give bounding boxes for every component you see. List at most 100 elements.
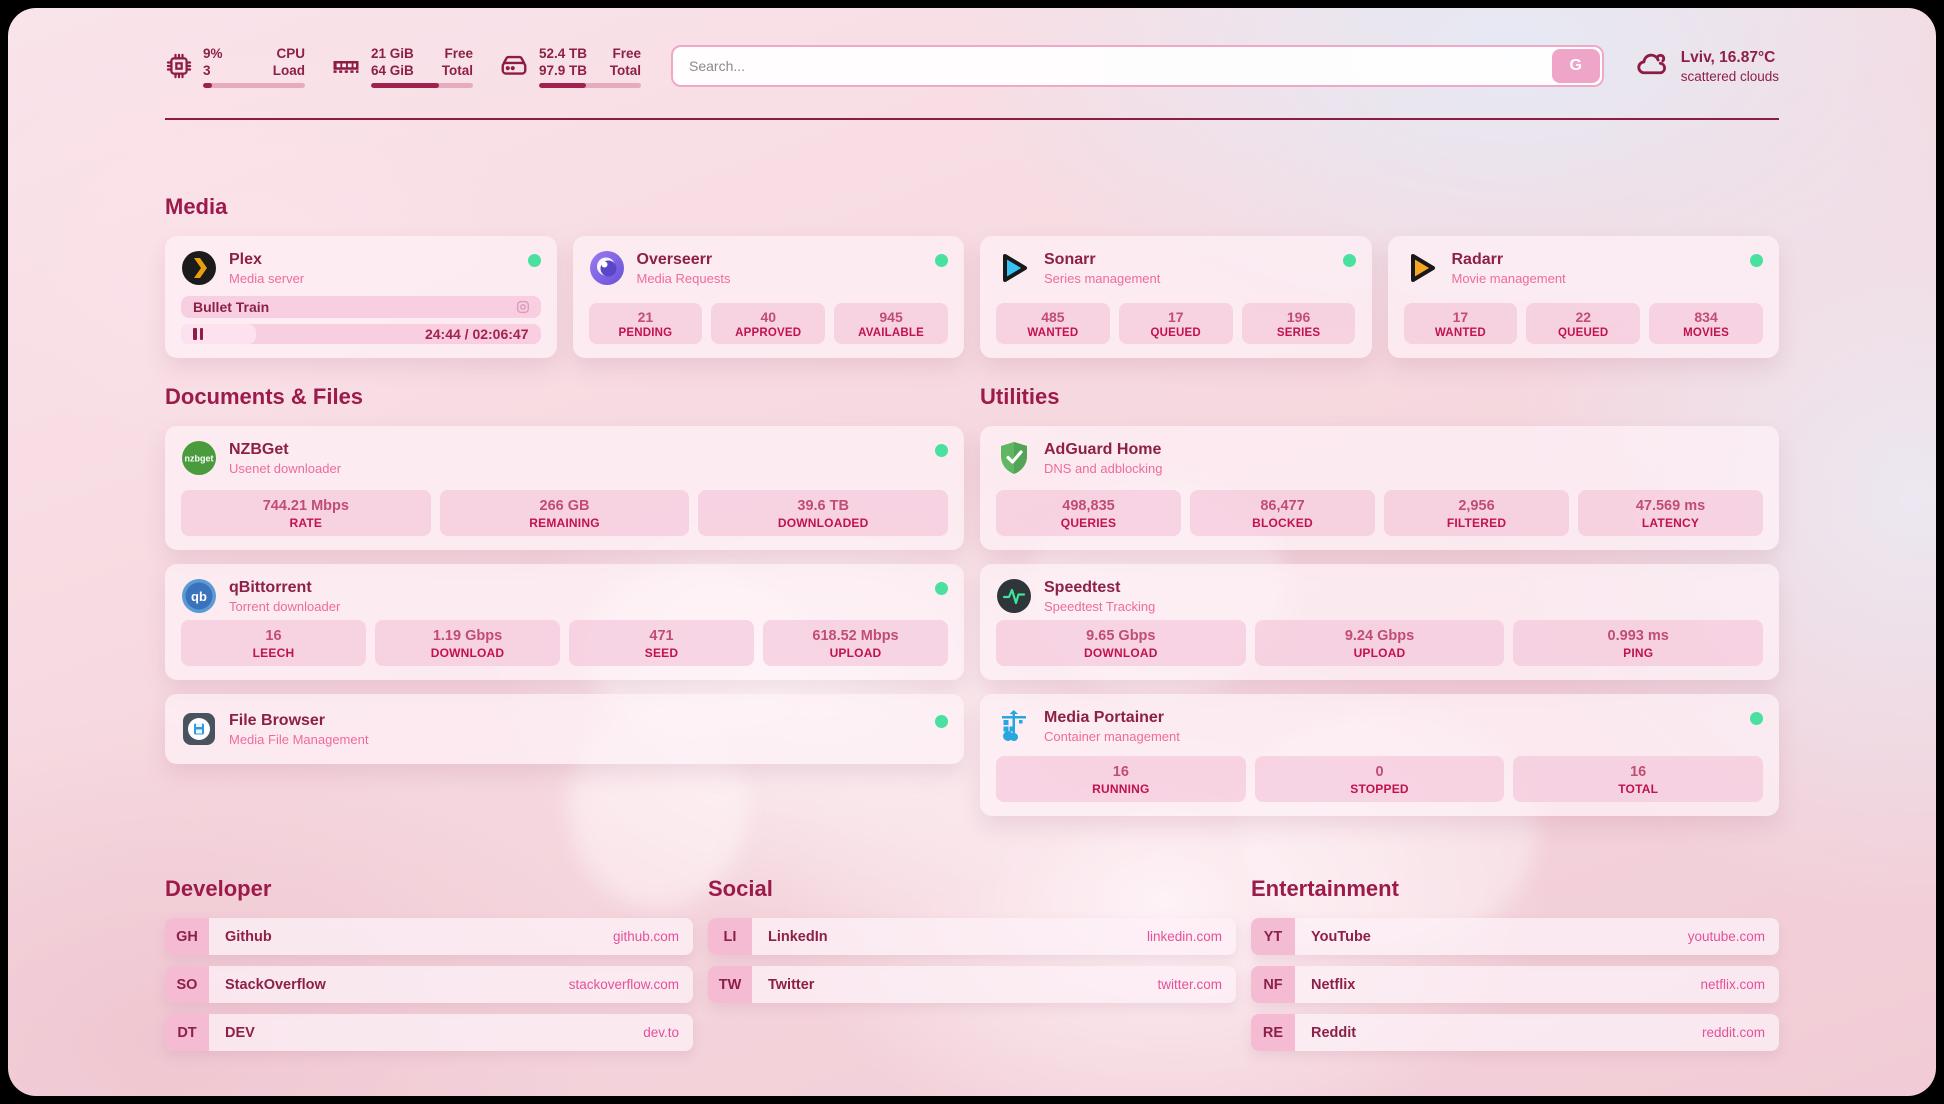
nzbget-icon: nzbget bbox=[182, 441, 216, 475]
link-name: DEV bbox=[225, 1024, 255, 1041]
session-camera-icon bbox=[516, 300, 529, 313]
cpu-stat: 9% CPU 3 Load bbox=[165, 45, 305, 88]
status-dot bbox=[1750, 712, 1763, 725]
section-title-entertainment: Entertainment bbox=[1251, 876, 1399, 901]
stat-pill: 0.993 ms PING bbox=[1513, 620, 1764, 666]
app-card-adguard[interactable]: AdGuard Home DNS and adblocking 498,835 Q… bbox=[980, 426, 1779, 550]
link-name: Twitter bbox=[768, 976, 815, 993]
link-reddit[interactable]: RE Reddit reddit.com bbox=[1251, 1014, 1779, 1051]
stat-pill: 2,956 FILTERED bbox=[1384, 490, 1569, 536]
section-title-developer: Developer bbox=[165, 876, 272, 901]
link-linkedin[interactable]: LI LinkedIn linkedin.com bbox=[708, 918, 1236, 955]
cpu-usage-label: CPU bbox=[276, 45, 305, 61]
storage-stat: 52.4 TB Free 97.9 TB Total bbox=[499, 45, 641, 88]
link-badge: TW bbox=[708, 966, 752, 1003]
app-card-plex[interactable]: Plex Media server Bullet Train bbox=[165, 236, 557, 358]
disk-free-value: 52.4 TB bbox=[539, 45, 588, 61]
link-twitter[interactable]: TW Twitter twitter.com bbox=[708, 966, 1236, 1003]
search-input[interactable] bbox=[671, 45, 1604, 87]
plex-progress-bar: 24:44 / 02:06:47 bbox=[181, 323, 541, 344]
app-name: NZBGet bbox=[229, 441, 289, 458]
link-name: LinkedIn bbox=[768, 928, 828, 945]
status-dot bbox=[935, 254, 948, 267]
link-dev[interactable]: DT DEV dev.to bbox=[165, 1014, 693, 1051]
link-youtube[interactable]: YT YouTube youtube.com bbox=[1251, 918, 1779, 955]
portainer-icon bbox=[1002, 710, 1026, 741]
app-subtitle: Media File Management bbox=[229, 732, 369, 747]
cloud-icon bbox=[1637, 53, 1666, 75]
weather-condition: scattered clouds bbox=[1680, 68, 1779, 84]
link-stackoverflow[interactable]: SO StackOverflow stackoverflow.com bbox=[165, 966, 693, 1003]
stat-pill: 39.6 TB DOWNLOADED bbox=[698, 490, 949, 536]
app-card-qbittorrent[interactable]: qb qBittorrent Torrent downloader 16 LEEC… bbox=[165, 564, 964, 680]
app-subtitle: Media Requests bbox=[636, 271, 731, 286]
stat-pill: 1.19 Gbps DOWNLOAD bbox=[375, 620, 560, 666]
cpu-progress-bar bbox=[203, 82, 305, 88]
ram-free-value: 21 GiB bbox=[371, 45, 414, 61]
status-dot bbox=[935, 582, 948, 595]
cpu-icon bbox=[166, 53, 192, 79]
stat-pill: 17 WANTED bbox=[1403, 303, 1518, 344]
ram-progress-bar bbox=[371, 82, 473, 88]
stat-pill: 498,835 QUERIES bbox=[996, 490, 1181, 536]
search-bar: G bbox=[671, 45, 1604, 87]
link-badge: SO bbox=[165, 966, 209, 1003]
now-playing-title: Bullet Train bbox=[193, 298, 270, 315]
cpu-usage-value: 9% bbox=[203, 45, 223, 61]
section-title-documents: Documents & Files bbox=[165, 384, 364, 409]
stat-pill: 744.21 Mbps RATE bbox=[181, 490, 431, 536]
stat-pill: 21 PENDING bbox=[588, 303, 703, 344]
link-badge: NF bbox=[1251, 966, 1295, 1003]
link-netflix[interactable]: NF Netflix netflix.com bbox=[1251, 966, 1779, 1003]
app-card-radarr[interactable]: Radarr Movie management 17 WANTED 22 QUEUE… bbox=[1387, 236, 1779, 358]
status-dot bbox=[1342, 254, 1356, 267]
link-name: StackOverflow bbox=[225, 976, 326, 993]
app-card-overseerr[interactable]: Overseerr Media Requests 21 PENDING 40 APP… bbox=[572, 236, 964, 358]
overseerr-icon bbox=[589, 251, 624, 285]
disk-icon bbox=[501, 55, 527, 75]
search-engine-button[interactable]: G bbox=[1551, 49, 1600, 83]
app-card-sonarr[interactable]: Sonarr Series management 485 WANTED 17 QUE… bbox=[980, 236, 1372, 358]
app-card-portainer[interactable]: Media Portainer Container management 16 R… bbox=[980, 694, 1779, 816]
stat-pill: 471 SEED bbox=[569, 620, 754, 666]
app-card-speedtest[interactable]: Speedtest Speedtest Tracking 9.65 Gbps DO… bbox=[980, 564, 1779, 680]
weather-widget: Lviv, 16.87°C scattered clouds bbox=[1634, 48, 1779, 84]
qbittorrent-icon: qb bbox=[182, 579, 216, 613]
app-subtitle: Movie management bbox=[1451, 271, 1566, 286]
filebrowser-icon bbox=[183, 713, 215, 745]
app-card-nzbget[interactable]: nzbget NZBGet Usenet downloader 744.21 M… bbox=[165, 426, 964, 550]
plex-icon bbox=[182, 251, 216, 285]
speedtest-icon bbox=[997, 579, 1031, 613]
app-name: Radarr bbox=[1451, 251, 1504, 268]
header-divider bbox=[165, 118, 1779, 120]
link-badge: DT bbox=[165, 1014, 209, 1051]
dashboard-page: 9% CPU 3 Load 21 GiB Free 64 GiB Total bbox=[8, 8, 1936, 1096]
pause-icon[interactable] bbox=[193, 327, 203, 340]
ram-icon bbox=[333, 61, 359, 73]
stat-pill: 945 AVAILABLE bbox=[834, 303, 948, 344]
app-subtitle: Torrent downloader bbox=[229, 599, 341, 614]
status-dot bbox=[527, 254, 541, 267]
app-subtitle: Speedtest Tracking bbox=[1044, 599, 1156, 614]
ram-total-value: 64 GiB bbox=[371, 62, 414, 78]
link-github[interactable]: GH Github github.com bbox=[165, 918, 693, 955]
stat-pill: 40 APPROVED bbox=[711, 303, 826, 344]
cpu-load-value: 3 bbox=[203, 62, 211, 78]
link-badge: RE bbox=[1251, 1014, 1295, 1051]
weather-location-temp: Lviv, 16.87°C bbox=[1680, 48, 1776, 66]
section-title-social: Social bbox=[708, 876, 773, 901]
app-card-filebrowser[interactable]: File Browser Media File Management bbox=[165, 694, 964, 764]
stat-pill: 9.24 Gbps UPLOAD bbox=[1254, 620, 1505, 666]
svg-text:qb: qb bbox=[191, 589, 207, 604]
link-badge: LI bbox=[708, 918, 752, 955]
link-url: youtube.com bbox=[1687, 929, 1765, 944]
link-url: github.com bbox=[612, 929, 679, 944]
app-name: Overseerr bbox=[636, 251, 713, 268]
link-badge: YT bbox=[1251, 918, 1295, 955]
link-url: linkedin.com bbox=[1146, 929, 1222, 944]
memory-stat: 21 GiB Free 64 GiB Total bbox=[331, 45, 473, 88]
app-subtitle: Series management bbox=[1044, 271, 1161, 286]
svg-text:nzbget: nzbget bbox=[185, 454, 214, 464]
ram-total-label: Total bbox=[441, 62, 473, 78]
stat-pill: 0 STOPPED bbox=[1254, 756, 1505, 802]
